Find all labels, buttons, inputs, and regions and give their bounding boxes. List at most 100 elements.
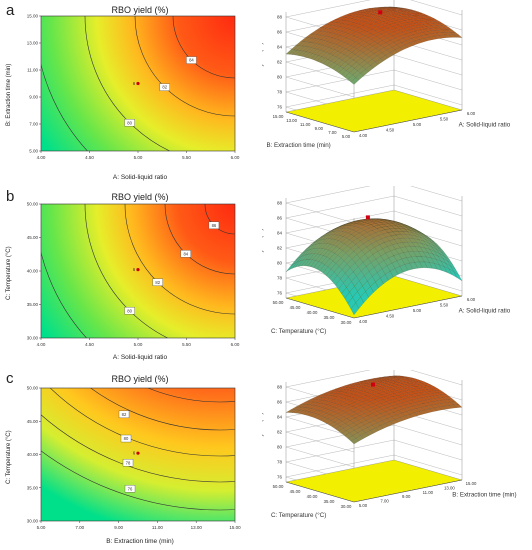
response-surface: [285, 375, 463, 445]
z-tick-label: 76: [277, 105, 283, 110]
surface-z-label: RBO yield (%): [262, 42, 264, 81]
surface-x-tick: 5.50: [440, 303, 449, 308]
z-tick-label: 80: [277, 261, 283, 266]
design-point-marker: [378, 10, 383, 15]
contour-xlabel-c: B: Extraction time (min): [106, 538, 174, 545]
x-tick-label: 13.00: [191, 525, 203, 530]
surface-x-tick: 9.00: [402, 494, 411, 499]
contour-label: 84: [189, 58, 194, 63]
y-tick-label: 11.00: [27, 68, 38, 73]
y-tick-label: 30.00: [27, 336, 39, 341]
contour-label-box: [180, 250, 191, 258]
surface-x-tick: 5.00: [413, 308, 422, 313]
contour-plot-b: 80 82 84 86 6 4.00 4.50 5.00 5.50 6.00 30.00 35.00 4…: [27, 202, 240, 348]
contour-label-box: [118, 410, 130, 419]
y-tick-label: 9.00: [29, 95, 38, 100]
surface-y-label: C: Temperature (°C): [271, 328, 326, 335]
surface-x-tick: 13.00: [444, 485, 455, 490]
contour-label: 82: [162, 85, 167, 90]
surface-y-tick: 15.00: [273, 114, 284, 119]
surface-y-tick: 50.00: [273, 484, 284, 489]
z-tick-label: 84: [277, 45, 283, 50]
contour-label-box: [186, 56, 197, 64]
surface-x-tick: 15.00: [466, 481, 477, 486]
z-tick-label: 82: [277, 246, 283, 251]
z-tick-label: 76: [277, 475, 283, 480]
x-tick-label: 11.00: [152, 525, 163, 530]
y-tick-label: 50.00: [27, 202, 39, 207]
surface-x-tick: 7.00: [380, 499, 389, 504]
y-tick-label: 35.00: [27, 302, 39, 307]
z-tick-label: 84: [277, 231, 283, 236]
z-tick-label: 78: [277, 90, 283, 95]
design-point-label: 6: [133, 81, 136, 86]
y-tick-label: 15.00: [27, 14, 39, 19]
surface-x-tick: 4.50: [386, 314, 395, 319]
y-tick-label: 45.00: [27, 235, 39, 240]
contour-label-box: [120, 434, 132, 443]
surface-y-tick: 5.00: [342, 134, 351, 139]
contour-label-box: [124, 307, 135, 315]
contour-label: 80: [124, 436, 129, 441]
panel-letter-b: b: [6, 188, 15, 205]
surface-y-label: C: Temperature (°C): [271, 512, 326, 519]
contour-title-c: RBO yield (%): [111, 374, 169, 384]
contour-label-box: [152, 278, 163, 286]
surface-x-tick: 11.00: [423, 490, 434, 495]
surface-y-tick: 50.00: [273, 300, 284, 305]
z-tick-label: 78: [277, 460, 283, 465]
contour-label: 76: [128, 486, 133, 491]
response-surface: [285, 6, 463, 85]
surface-x-tick: 6.00: [467, 297, 476, 302]
contour-label: 80: [127, 120, 132, 125]
surface-plot-c: 76 78 80 82 84 86 88 5.00 7.00 9.00 11.00 13.00 15.0…: [262, 370, 517, 519]
contour-line: [41, 450, 235, 511]
z-tick-label: 88: [277, 385, 283, 390]
z-tick-label: 80: [277, 75, 283, 80]
surface-z-label: RBO yield (%): [262, 228, 264, 267]
x-tick-label: 4.00: [37, 342, 46, 347]
contour-line: [147, 388, 235, 403]
contour-label-box: [124, 119, 135, 127]
y-tick-label: 45.00: [27, 419, 39, 424]
surface-y-tick: 30.00: [341, 320, 352, 325]
surface-y-tick: 45.00: [290, 305, 301, 310]
contour-line: [49, 388, 235, 457]
contour-label: 82: [122, 412, 127, 417]
x-tick-label: 6.00: [231, 342, 240, 347]
z-tick-label: 76: [277, 291, 283, 296]
contour-label-box: [124, 485, 136, 493]
contour-label: 84: [183, 251, 188, 256]
design-point-marker: [371, 382, 376, 387]
floor-projection: [285, 89, 463, 133]
z-tick-label: 84: [277, 415, 283, 420]
z-tick-label: 86: [277, 400, 283, 405]
surface-y-tick: 45.00: [290, 489, 301, 494]
panel-letter-c: c: [6, 370, 14, 387]
surface-y-tick: 11.00: [300, 122, 311, 127]
surface-x-tick: 4.00: [359, 319, 368, 324]
surface-y-tick: 35.00: [324, 315, 335, 320]
design-point-label: 6: [133, 267, 136, 272]
surface-x-label: A: Solid-liquid ratio: [459, 121, 511, 128]
surface-plot-b: 76 78 80 82 84 86 88 4.00 4.50 5.00 5.50 6.00 30.00 3…: [262, 186, 511, 335]
contour-label-box: [122, 459, 134, 467]
contour-xlabel-a: A: Solid-liquid ratio: [112, 174, 168, 181]
response-surface: [285, 218, 463, 316]
panel-letter-a: a: [6, 2, 15, 19]
design-point: [136, 451, 140, 455]
y-tick-label: 50.00: [27, 386, 39, 391]
surface-y-tick: 35.00: [324, 499, 335, 504]
z-tick-label: 80: [277, 445, 283, 450]
contour-label: 82: [155, 280, 160, 285]
contour-line: [90, 388, 235, 431]
surface-y-tick: 40.00: [307, 310, 318, 315]
x-tick-label: 7.00: [75, 525, 84, 530]
y-tick-label: 7.00: [29, 122, 38, 127]
contour-label: 78: [126, 460, 131, 465]
design-point: [136, 268, 140, 272]
contour-line: [41, 414, 235, 483]
y-tick-label: 40.00: [27, 269, 39, 274]
surface-x-tick: 5.50: [440, 117, 449, 122]
x-tick-label: 5.00: [37, 525, 46, 530]
